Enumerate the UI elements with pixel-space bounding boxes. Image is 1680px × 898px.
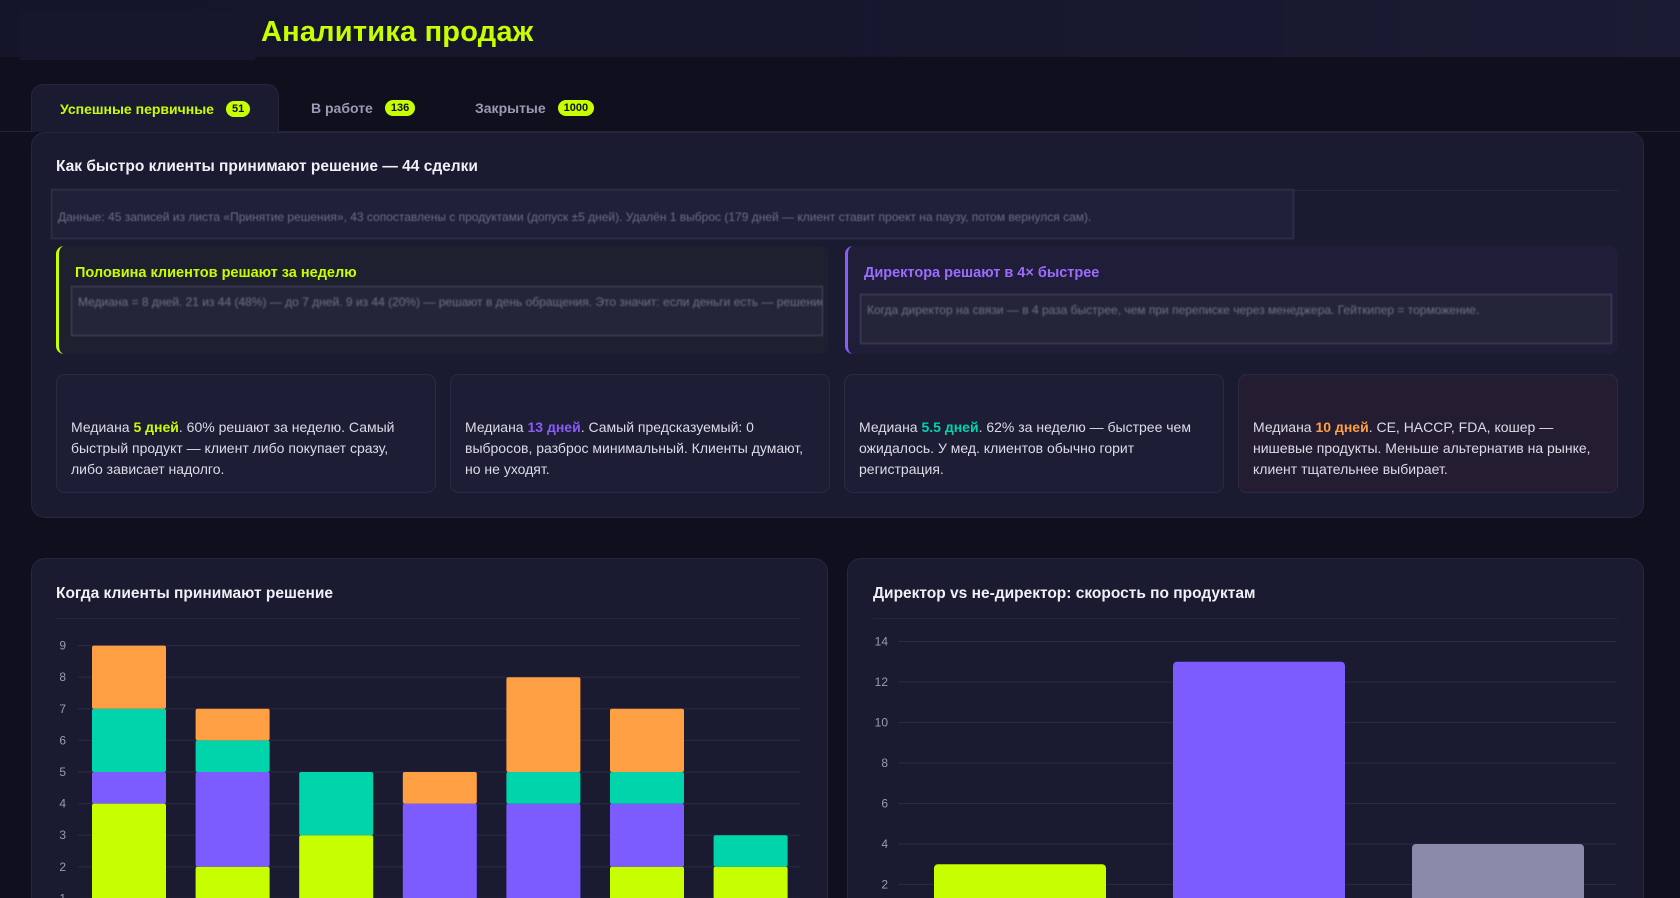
- bar-segment: [92, 803, 166, 898]
- y-tick-label: 8: [881, 756, 888, 770]
- insight-fast-decision: Половина клиентов решают за неделю Медиа…: [56, 246, 828, 354]
- tab-count-badge: 51: [225, 100, 251, 117]
- bar-segment: [195, 866, 270, 898]
- chart-title: Директор vs не-директор: скорость по про…: [873, 585, 1256, 602]
- bar-segment: [92, 772, 166, 804]
- tab-bar: Успешные первичные 51 В работе 136 Закры…: [0, 84, 1680, 132]
- divider: [873, 618, 1618, 619]
- y-tick-label: 7: [59, 702, 66, 716]
- y-tick-label: 2: [59, 860, 66, 874]
- bar: [934, 864, 1106, 898]
- bar-segment: [506, 803, 581, 898]
- tab-label: Закрытые: [475, 100, 546, 116]
- bar-segment: [713, 835, 788, 867]
- y-tick-label: 6: [881, 797, 888, 811]
- page-title: Аналитика продаж: [261, 16, 534, 48]
- stat-card: Медиана 13 дней. Самый предсказуемый: 0 …: [450, 374, 830, 493]
- stat-card: Медиана 5.5 дней. 62% за неделю — быстре…: [844, 374, 1224, 493]
- stat-median-value: 5 дней: [133, 419, 179, 435]
- bar-segment: [610, 772, 684, 804]
- bar-segment: [402, 803, 477, 898]
- y-tick-label: 5: [59, 765, 66, 779]
- logo-placeholder: [20, 10, 255, 60]
- y-tick-label: 3: [59, 828, 66, 842]
- stat-card: Медиана 10 дней. CE, HACCP, FDA, кошер —…: [1238, 374, 1618, 493]
- insight-directors-faster: Директора решают в 4× быстрее Когда дире…: [845, 246, 1618, 354]
- insight-body: Медиана = 8 дней. 21 из 44 (48%) — до 7 …: [71, 286, 823, 336]
- bar-segment: [92, 645, 166, 709]
- insight-title: Директора решают в 4× быстрее: [864, 265, 1100, 281]
- tab-closed[interactable]: Закрытые 1000: [447, 84, 622, 132]
- tab-successful-primary[interactable]: Успешные первичные 51: [31, 84, 280, 132]
- bar-segment: [610, 866, 684, 898]
- insight-title: Половина клиентов решают за неделю: [75, 265, 357, 281]
- tab-label: В работе: [311, 100, 373, 116]
- bar: [1412, 844, 1584, 898]
- bar: [1173, 661, 1345, 898]
- y-tick-label: 2: [881, 878, 888, 892]
- stat-text: . 62% за неделю — быстрее чем ожидалось.…: [859, 419, 1191, 477]
- divider: [56, 618, 801, 619]
- stat-prefix: Медиана: [71, 419, 134, 435]
- bar-segment: [610, 708, 684, 772]
- bar-segment: [299, 772, 374, 836]
- stat-median-value: 10 дней: [1315, 419, 1369, 435]
- bar-segment: [610, 803, 684, 867]
- y-tick-label: 1: [59, 891, 66, 898]
- tab-count-badge: 136: [384, 100, 416, 116]
- stat-text: . CE, HACCP, FDA, кошер — нишевые продук…: [1253, 419, 1591, 477]
- tab-label: Успешные первичные: [60, 100, 214, 117]
- y-tick-label: 4: [59, 797, 66, 811]
- y-tick-label: 10: [875, 716, 889, 730]
- top-bar: Аналитика продаж: [0, 0, 1680, 60]
- insight-body: Когда директор на связи — в 4 раза быстр…: [860, 294, 1612, 344]
- bar-segment: [713, 866, 788, 898]
- bar-segment: [299, 835, 374, 898]
- stat-median-value: 5.5 дней: [921, 419, 979, 435]
- stat-prefix: Медиана: [859, 419, 922, 435]
- y-tick-label: 4: [881, 837, 888, 851]
- y-tick-label: 9: [59, 639, 66, 653]
- data-source-note: Данные: 45 записей из листа «Принятие ре…: [51, 189, 1294, 239]
- decision-card-title: Как быстро клиенты принимают решение — 4…: [56, 158, 478, 175]
- bar-segment: [506, 772, 581, 804]
- stat-card: Медиана 5 дней. 60% решают за неделю. Са…: [56, 374, 436, 493]
- tab-in-progress[interactable]: В работе 136: [283, 84, 443, 132]
- y-tick-label: 14: [875, 635, 889, 649]
- y-tick-label: 6: [59, 733, 66, 747]
- stat-prefix: Медиана: [465, 419, 528, 435]
- bar-segment: [195, 772, 270, 867]
- chart-title: Когда клиенты принимают решение: [56, 585, 334, 602]
- stat-text: . 60% решают за неделю. Самый быстрый пр…: [71, 419, 395, 477]
- y-tick-label: 8: [59, 670, 66, 684]
- y-tick-label: 12: [875, 675, 889, 689]
- stat-prefix: Медиана: [1253, 419, 1316, 435]
- bar-segment: [92, 708, 166, 772]
- tab-count-badge: 1000: [557, 100, 595, 116]
- stat-median-value: 13 дней: [527, 419, 581, 435]
- bar-segment: [195, 708, 270, 741]
- bar-segment: [195, 740, 270, 772]
- bar-segment: [506, 677, 581, 772]
- bar-segment: [402, 772, 477, 804]
- stat-text: . Самый предсказуемый: 0 выбросов, разбр…: [465, 419, 804, 477]
